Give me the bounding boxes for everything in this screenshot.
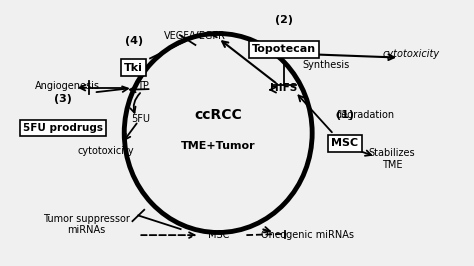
Text: TME+Tumor: TME+Tumor — [181, 141, 255, 151]
Text: 5FU prodrugs: 5FU prodrugs — [23, 123, 103, 133]
Text: Tumor suppressor
miRNAs: Tumor suppressor miRNAs — [43, 214, 130, 235]
Text: Synthesis: Synthesis — [303, 60, 350, 70]
Text: MSC: MSC — [208, 230, 229, 240]
Text: Tki: Tki — [124, 63, 143, 73]
Text: Stabilizes
TME: Stabilizes TME — [369, 148, 415, 170]
Text: 5FU: 5FU — [131, 114, 150, 124]
Text: HIFS: HIFS — [270, 84, 298, 93]
Text: (4): (4) — [125, 36, 143, 46]
Text: (3): (3) — [54, 94, 72, 104]
Text: TP: TP — [137, 81, 149, 91]
Text: ccRCC: ccRCC — [194, 108, 242, 122]
Text: VEGF/VEGFR: VEGF/VEGFR — [164, 31, 226, 41]
Text: degradation: degradation — [336, 110, 395, 120]
Text: Topotecan: Topotecan — [252, 44, 316, 54]
Text: (1): (1) — [336, 110, 354, 120]
Text: (2): (2) — [275, 15, 293, 26]
Text: Angiogenesis: Angiogenesis — [35, 81, 100, 91]
Text: cytotoxicity: cytotoxicity — [77, 146, 134, 156]
Text: MSC: MSC — [331, 139, 359, 148]
Text: Oncogenic miRNAs: Oncogenic miRNAs — [261, 230, 354, 240]
Text: cytotoxicity: cytotoxicity — [382, 49, 439, 59]
